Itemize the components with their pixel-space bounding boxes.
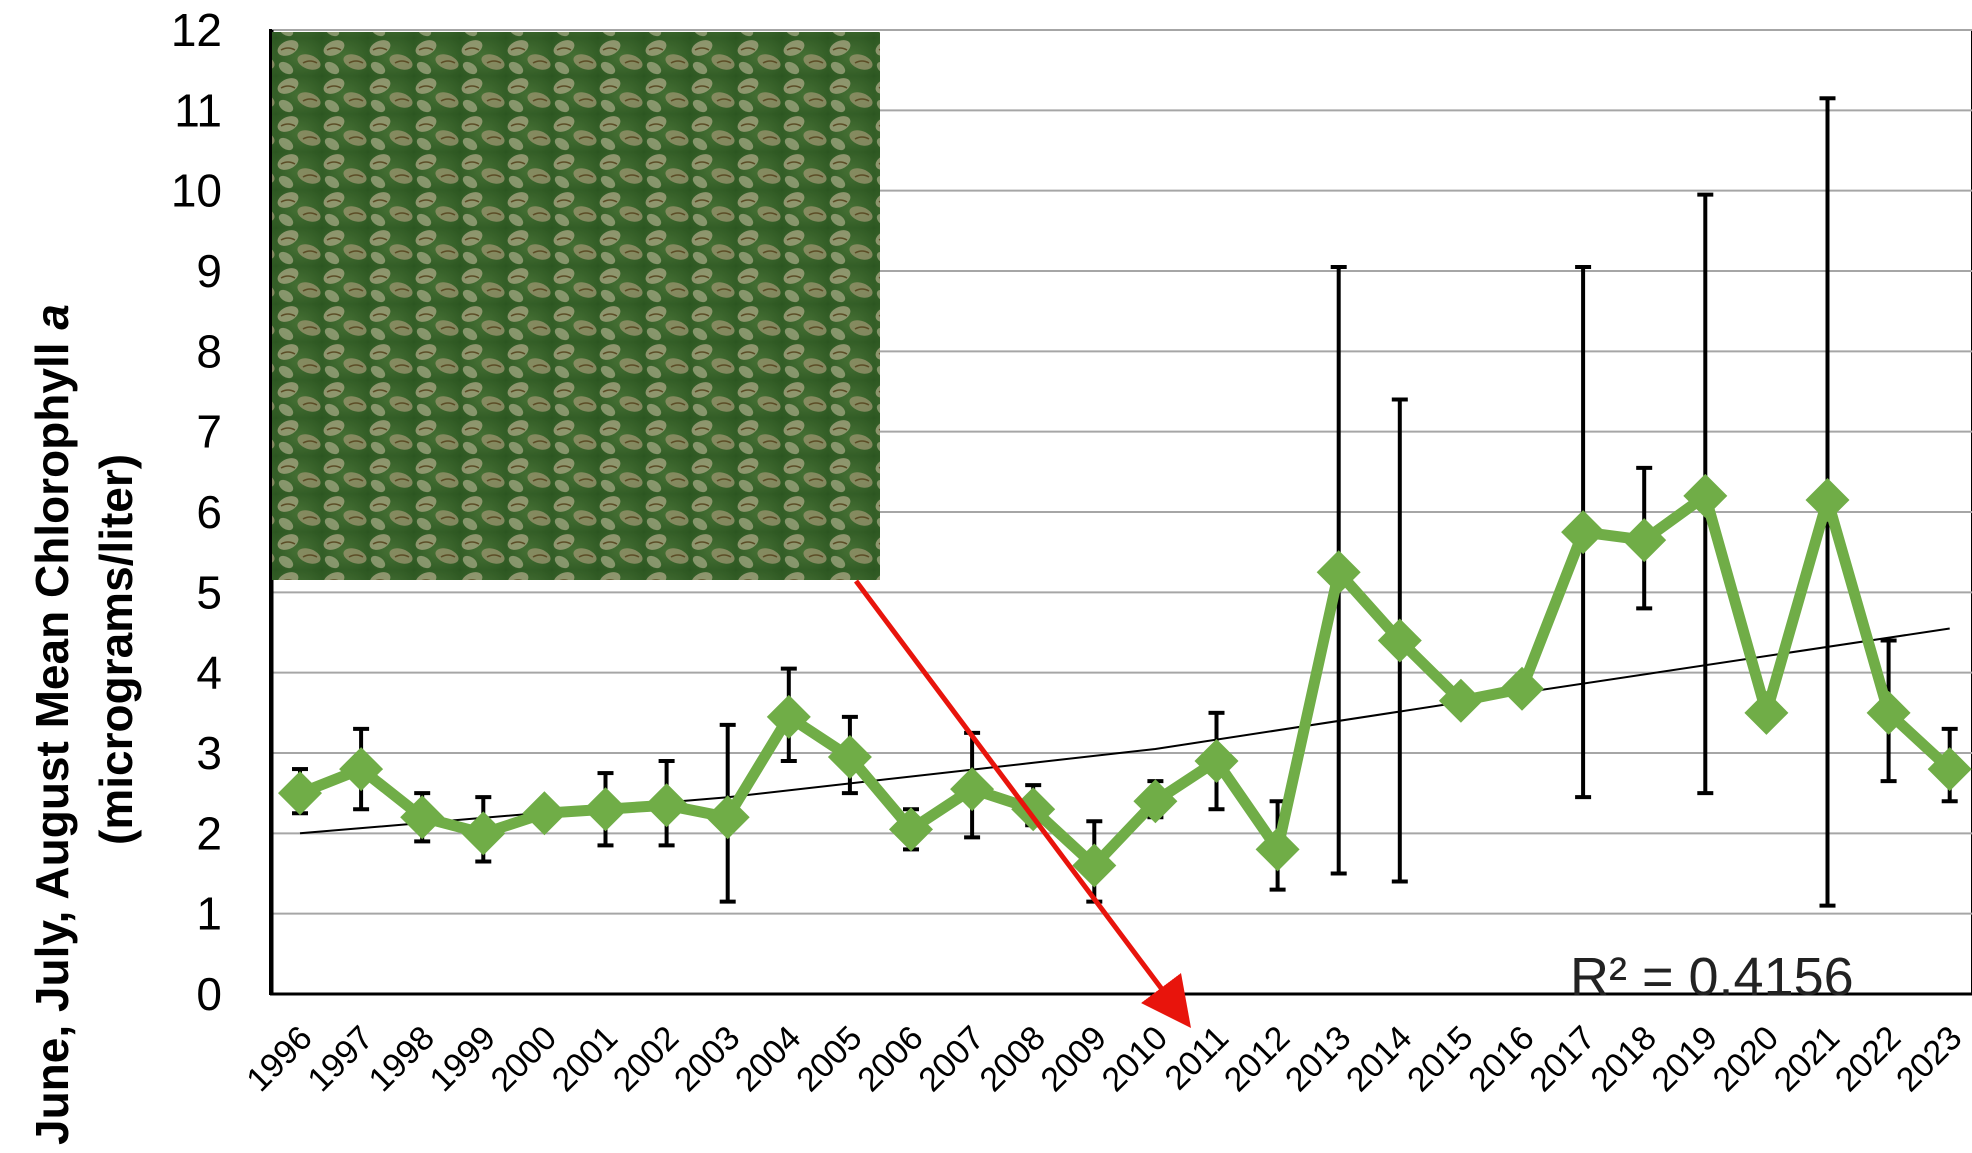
data-point-marker	[583, 787, 628, 832]
x-tick-label: 2000	[484, 1019, 564, 1099]
x-tick-label: 2003	[667, 1019, 747, 1099]
x-tick-label: 2001	[545, 1019, 625, 1099]
data-point-marker	[400, 795, 445, 840]
x-tick-label: 2007	[911, 1019, 991, 1099]
x-tick-label: 1998	[362, 1019, 442, 1099]
x-tick-label: 1996	[239, 1019, 319, 1099]
data-point-marker	[950, 767, 995, 812]
x-tick-label: 2023	[1889, 1019, 1969, 1099]
data-point-marker	[1255, 827, 1300, 872]
y-axis-label: June, July, August Mean Chlorophyll a	[26, 304, 78, 1145]
data-point-marker	[1133, 779, 1178, 824]
data-point-marker	[1561, 510, 1606, 555]
x-tick-label: 2022	[1828, 1019, 1908, 1099]
data-point-marker	[1622, 518, 1667, 563]
data-point-marker	[1805, 477, 1850, 522]
y-tick-label: 2	[196, 807, 222, 859]
data-point-marker	[1377, 618, 1422, 663]
data-point-marker	[1011, 787, 1056, 832]
data-point-marker	[1316, 550, 1361, 595]
data-point-marker	[522, 791, 567, 836]
x-tick-label: 2019	[1645, 1019, 1725, 1099]
x-axis-ticks: 1996199719981999200020012002200320042005…	[239, 1019, 1969, 1099]
x-tick-label: 2011	[1158, 1019, 1237, 1098]
y-tick-label: 8	[196, 325, 222, 377]
r-squared-annotation: R² = 0.4156	[1570, 947, 1854, 1007]
data-point-marker	[644, 783, 689, 828]
red-arrow	[853, 579, 1191, 1029]
y-tick-label: 11	[174, 84, 222, 136]
x-tick-label: 2009	[1034, 1019, 1114, 1099]
data-point-marker	[889, 807, 933, 852]
x-tick-label: 2006	[850, 1019, 930, 1099]
x-tick-label: 2008	[973, 1019, 1053, 1099]
data-point-marker	[1438, 678, 1483, 723]
data-point-marker	[278, 771, 322, 816]
data-point-marker	[705, 795, 750, 840]
x-tick-label: 2004	[728, 1019, 808, 1099]
y-axis-label-line1: June, July, August Mean Chlorophyll a	[26, 304, 78, 1145]
data-point-marker	[339, 747, 384, 792]
y-axis-label-line2: (micrograms/liter)	[90, 454, 142, 845]
y-tick-label: 12	[171, 4, 222, 56]
y-tick-label: 9	[196, 245, 222, 297]
data-point-marker	[1500, 666, 1544, 711]
y-tick-label: 4	[196, 647, 222, 699]
x-tick-label: 2012	[1217, 1019, 1297, 1099]
y-tick-label: 10	[171, 165, 222, 217]
y-tick-label: 7	[196, 406, 222, 458]
y-tick-label: 1	[196, 888, 222, 940]
data-point-marker	[1194, 739, 1239, 784]
y-tick-label: 3	[196, 727, 222, 779]
data-point-marker	[1744, 690, 1789, 735]
data-point-marker	[1927, 747, 1972, 792]
data-point-marker	[461, 811, 506, 856]
x-tick-label: 2005	[789, 1019, 869, 1099]
y-tick-label: 5	[196, 566, 222, 618]
x-tick-label: 2013	[1278, 1019, 1358, 1099]
x-tick-label: 2002	[606, 1019, 686, 1099]
data-point-marker	[766, 694, 811, 739]
y-tick-label: 0	[196, 968, 222, 1020]
x-tick-label: 2016	[1461, 1019, 1541, 1099]
x-tick-label: 2018	[1584, 1019, 1664, 1099]
data-markers	[278, 473, 1972, 888]
data-point-marker	[1866, 690, 1911, 735]
zebra-mussel-photo	[272, 32, 880, 580]
x-tick-label: 2015	[1400, 1019, 1480, 1099]
data-point-marker	[1072, 843, 1117, 888]
x-tick-label: 2020	[1706, 1019, 1786, 1099]
x-tick-label: 2017	[1522, 1019, 1602, 1099]
x-tick-label: 2014	[1339, 1019, 1419, 1099]
series-path	[297, 490, 1954, 871]
y-tick-label: 6	[196, 486, 222, 538]
data-point-marker	[1683, 473, 1728, 518]
x-tick-label: 2010	[1095, 1019, 1175, 1099]
y-axis-label-units: (micrograms/liter)	[90, 454, 142, 845]
x-tick-label: 2021	[1767, 1019, 1847, 1099]
x-tick-label: 1999	[423, 1019, 503, 1099]
x-tick-label: 1997	[300, 1019, 380, 1099]
series-line	[297, 490, 1954, 871]
data-point-marker	[827, 735, 872, 780]
